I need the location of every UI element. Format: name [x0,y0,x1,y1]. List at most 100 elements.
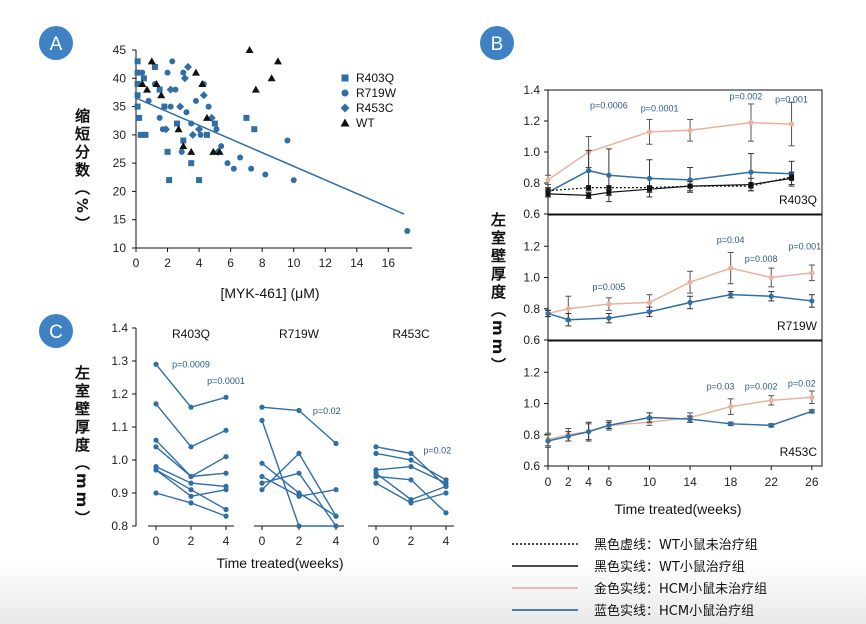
b-data-point [606,422,612,428]
panel-a-ylabel: 缩短分数（%） [73,108,91,235]
a-legend-marker [340,103,350,113]
b-p-value: p=0.001 [788,241,821,251]
c-x-tick-label: 4 [443,534,450,548]
a-point-r403q [134,103,141,110]
panel-badge-label: A [50,34,63,55]
a-legend-marker [340,118,350,127]
c-data-point [223,454,229,460]
a-point-r453c [180,74,189,83]
panel-badge [480,26,514,60]
panel-badge [39,314,73,348]
a-y-tick-label: 20 [113,184,127,198]
a-point-r453c [184,62,193,71]
a-point-r719w [197,131,204,138]
c-data-point [259,460,265,466]
a-point-r403q [140,75,147,82]
c-panel-title: R719W [279,327,320,341]
a-point-r719w [192,97,199,104]
b-series-line [547,121,792,181]
a-point-r403q [134,80,141,87]
a-point-r719w [180,69,187,76]
a-point-wt [245,46,254,53]
a-legend-marker [341,74,349,82]
b-data-point [768,397,774,403]
c-data-point [373,450,379,456]
a-y-tick-label: 25 [113,156,127,170]
c-data-point [443,483,449,489]
a-point-r403q [137,131,144,138]
a-point-r453c [188,130,197,139]
b-y-tick-label: 0.6 [523,207,540,221]
b-y-tick-label: 0.8 [523,428,540,442]
b-data-point [646,299,653,306]
a-point-r719w [213,126,220,133]
c-data-point [153,361,159,367]
a-point-wt [209,147,218,155]
a-point-r403q [161,103,168,110]
c-p-value: p=0.0001 [207,376,245,386]
c-data-point [408,464,414,470]
c-data-point [443,490,449,496]
b-data-point [646,414,653,421]
b-data-point [646,175,653,181]
a-x-tick-label: 12 [319,256,333,270]
a-point-r719w [262,171,269,178]
a-point-wt [138,79,147,87]
b-y-tick-label: 1.2 [523,239,540,253]
a-point-r453c [199,91,208,100]
b-p-value: p=0.008 [745,254,778,264]
b-p-value: p=0.0001 [641,104,679,114]
b-p-value: p=0.04 [717,235,745,245]
a-point-wt [157,91,166,99]
b-data-point [687,127,693,133]
b-data-point [728,265,734,271]
c-y-tick-label: 0.9 [111,486,128,500]
c-data-point [188,500,194,506]
c-data-point [373,480,379,486]
a-point-r403q [156,86,163,93]
a-point-r403q [196,177,203,184]
c-animal-line [155,403,227,448]
b-data-point [768,293,774,299]
c-data-point [333,487,339,493]
a-point-r719w [230,165,237,172]
a-point-r719w [167,103,174,110]
c-x-tick-label: 2 [408,534,415,548]
a-point-r719w [172,86,179,93]
b-data-point [809,394,815,400]
panel-badge-label: C [49,322,63,343]
b-p-value: p=0.02 [788,378,816,388]
b-data-point [565,317,571,323]
a-point-r403q [243,114,250,121]
b-x-tick-label: 4 [585,475,592,489]
a-x-tick-label: 14 [350,256,364,270]
a-point-wt [143,85,152,93]
b-y-tick-label: 0.6 [523,459,540,473]
b-data-point [545,438,551,444]
b-y-tick-label: 1.4 [523,83,540,97]
a-legend-marker [341,89,349,97]
b-data-point [606,185,612,191]
legend-label: 金色实线：HCM小鼠未治疗组 [594,581,767,597]
c-data-point [188,404,194,410]
panel-b-ylabel: 左室壁厚度（mm） [489,212,507,376]
c-data-point [153,467,159,473]
b-data-point [728,404,734,410]
b-data-point [585,429,592,435]
b-data-point [585,168,592,174]
panel-badge-label: B [491,34,504,55]
b-data-point [606,189,612,195]
legend-label: 黑色虚线：WT小鼠未治疗组 [594,537,758,553]
c-data-point [153,444,159,450]
a-point-wt [147,57,156,65]
c-data-point [223,427,229,433]
c-data-point [188,487,194,493]
b-y-tick-label: 1.0 [523,271,540,285]
b-data-point [646,186,652,192]
b-y-tick-label: 1.2 [523,114,540,128]
a-point-r719w [404,228,411,235]
c-panel-title: R403Q [172,327,210,341]
c-data-point [223,487,229,493]
